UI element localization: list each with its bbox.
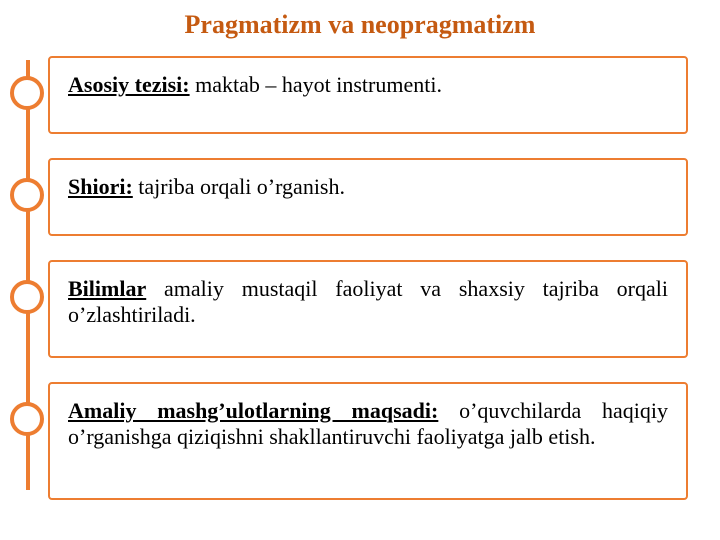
card-3-text: amaliy mustaqil faoliyat va shaxsiy tajr… [68, 276, 668, 327]
card-2-strong: Shiori: [68, 174, 133, 199]
card-3: Bilimlar amaliy mustaqil faoliyat va sha… [48, 260, 688, 358]
diagram-title: Pragmatizm va neopragmatizm [0, 10, 720, 40]
card-1: Asosiy tezisi: maktab – hayot instrument… [48, 56, 688, 134]
card-1-strong: Asosiy tezisi: [68, 72, 190, 97]
bullet-4 [10, 402, 44, 436]
card-4: Amaliy mashg’ulotlarning maqsadi: o’quvc… [48, 382, 688, 500]
diagram-stage: Pragmatizm va neopragmatizm Asosiy tezis… [0, 0, 720, 540]
bullet-1 [10, 76, 44, 110]
bullet-2 [10, 178, 44, 212]
card-2-text: tajriba orqali o’rganish. [133, 174, 345, 199]
card-4-strong: Amaliy mashg’ulotlarning maqsadi: [68, 398, 438, 423]
bullet-3 [10, 280, 44, 314]
card-3-strong: Bilimlar [68, 276, 146, 301]
card-1-text: maktab – hayot instrumenti. [190, 72, 442, 97]
card-2: Shiori: tajriba orqali o’rganish. [48, 158, 688, 236]
